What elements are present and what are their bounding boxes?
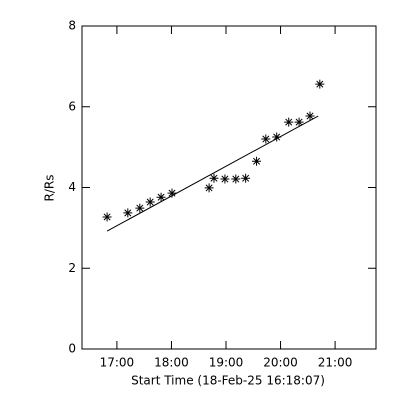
data-point xyxy=(209,173,219,183)
data-point xyxy=(156,192,166,202)
data-point xyxy=(252,156,262,166)
y-tick-label: 0 xyxy=(68,342,76,356)
data-point xyxy=(135,203,145,213)
data-point xyxy=(102,212,112,222)
data-point xyxy=(305,111,315,121)
x-tick-label: 19:00 xyxy=(209,356,244,370)
data-point xyxy=(315,79,325,89)
y-axis-label: R/Rs xyxy=(43,175,57,202)
plot-frame xyxy=(81,25,377,350)
x-tick-label: 17:00 xyxy=(100,356,135,370)
y-tick-label: 8 xyxy=(68,19,76,33)
data-point xyxy=(145,197,155,207)
data-point xyxy=(220,174,230,184)
fit-line xyxy=(106,115,319,232)
x-tick-label: 18:00 xyxy=(154,356,189,370)
data-point xyxy=(294,117,304,127)
data-point xyxy=(123,208,133,218)
data-point xyxy=(272,132,282,142)
x-tick-label: 20:00 xyxy=(263,356,298,370)
y-tick-label: 2 xyxy=(68,261,76,275)
data-point xyxy=(231,174,241,184)
data-point xyxy=(241,173,251,183)
data-point xyxy=(204,183,214,193)
data-point xyxy=(167,188,177,198)
y-tick-label: 4 xyxy=(68,180,76,194)
x-axis-label: Start Time (18-Feb-25 16:18:07) xyxy=(131,374,325,388)
y-tick-label: 6 xyxy=(68,99,76,113)
data-point xyxy=(284,117,294,127)
x-tick-label: 21:00 xyxy=(318,356,353,370)
data-point xyxy=(261,134,271,144)
